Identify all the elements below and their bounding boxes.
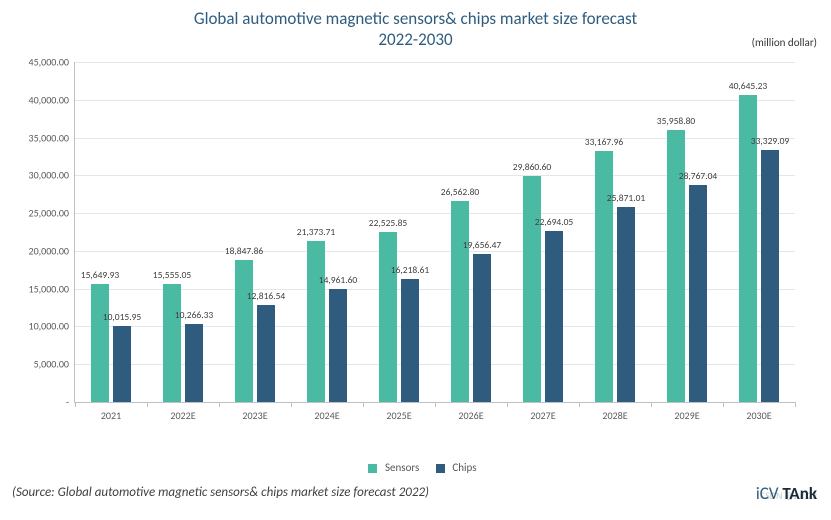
legend: Sensors Chips (0, 461, 831, 474)
data-label: 22,694.05 (535, 216, 573, 228)
title-line2: 2022-2030 (378, 29, 452, 50)
y-axis-label: 40,000.00 (9, 93, 69, 106)
data-label: 22,525.85 (369, 217, 407, 229)
bar-sensors (379, 232, 397, 402)
y-axis-label: 15,000.00 (9, 282, 69, 295)
data-label: 14,961.60 (319, 274, 357, 286)
gridline (75, 138, 795, 139)
bar-chips (689, 185, 707, 402)
x-axis-label: 2022E (170, 409, 195, 422)
x-tick (795, 402, 796, 407)
logo: iCV TAnk (756, 483, 817, 504)
legend-label-sensors: Sensors (385, 461, 419, 474)
gridline (75, 213, 795, 214)
bar-chips (617, 207, 635, 402)
chart-area: -5,000.0010,000.0015,000.0020,000.0025,0… (74, 62, 794, 422)
bar-chips (545, 231, 563, 402)
gridline (75, 326, 795, 327)
y-axis-label: 30,000.00 (9, 169, 69, 182)
x-axis-label: 2029E (674, 409, 699, 422)
logo-icv: iCV (756, 483, 779, 504)
data-label: 15,649.93 (81, 269, 119, 281)
data-label: 25,871.01 (607, 192, 645, 204)
plot-area: -5,000.0010,000.0015,000.0020,000.0025,0… (74, 62, 795, 403)
legend-label-chips: Chips (452, 461, 476, 474)
data-label: 16,218.61 (391, 264, 429, 276)
bar-sensors (235, 260, 253, 402)
bar-chips (401, 279, 419, 402)
y-axis-label: 45,000.00 (9, 56, 69, 69)
data-label: 28,767.04 (679, 170, 717, 182)
bar-chips (257, 305, 275, 402)
x-tick (651, 402, 652, 407)
x-axis-label: 2028E (602, 409, 627, 422)
bar-chips (185, 324, 203, 402)
data-label: 19,656.47 (463, 239, 501, 251)
x-tick (507, 402, 508, 407)
data-label: 35,958.80 (657, 115, 695, 127)
bar-chips (761, 150, 779, 402)
x-axis-label: 2027E (530, 409, 555, 422)
x-axis-label: 2025E (386, 409, 411, 422)
y-axis-label: 5,000.00 (9, 358, 69, 371)
source-text: (Source: Global automotive magnetic sens… (12, 485, 429, 500)
bar-sensors (523, 176, 541, 402)
logo-tank: TAnk (778, 483, 817, 504)
bar-sensors (91, 284, 109, 402)
data-label: 12,816.54 (247, 290, 285, 302)
legend-swatch-sensors (368, 464, 377, 473)
chart-container: Global automotive magnetic sensors& chip… (0, 0, 831, 520)
gridline (75, 251, 795, 252)
x-tick (147, 402, 148, 407)
bar-sensors (163, 284, 181, 402)
y-axis-label: - (9, 396, 69, 409)
data-label: 10,266.33 (175, 309, 213, 321)
x-tick (723, 402, 724, 407)
bar-sensors (595, 151, 613, 402)
gridline (75, 364, 795, 365)
data-label: 10,015.95 (103, 311, 141, 323)
title-line1: Global automotive magnetic sensors& chip… (194, 8, 637, 29)
gridline (75, 289, 795, 290)
data-label: 33,329.09 (751, 135, 789, 147)
data-label: 21,373.71 (297, 226, 335, 238)
data-label: 26,562.80 (441, 186, 479, 198)
bar-chips (473, 254, 491, 403)
bar-sensors (451, 201, 469, 402)
x-axis-label: 2024E (314, 409, 339, 422)
x-axis-label: 2026E (458, 409, 483, 422)
bar-chips (113, 326, 131, 402)
data-label: 40,645.23 (729, 80, 767, 92)
bar-sensors (307, 241, 325, 402)
data-label: 33,167.96 (585, 136, 623, 148)
gridline (75, 100, 795, 101)
y-axis-label: 25,000.00 (9, 207, 69, 220)
x-axis-label: 2021 (101, 409, 121, 422)
chart-title: Global automotive magnetic sensors& chip… (0, 0, 831, 51)
y-axis-label: 35,000.00 (9, 131, 69, 144)
x-tick (219, 402, 220, 407)
bar-chips (329, 289, 347, 402)
x-axis-label: 2030E (746, 409, 771, 422)
y-axis-label: 10,000.00 (9, 320, 69, 333)
unit-label: (million dollar) (752, 36, 817, 49)
x-tick (579, 402, 580, 407)
data-label: 15,555.05 (153, 269, 191, 281)
data-label: 29,860.60 (513, 161, 551, 173)
data-label: 18,847.86 (225, 245, 263, 257)
x-tick (291, 402, 292, 407)
y-axis-label: 20,000.00 (9, 244, 69, 257)
x-tick (363, 402, 364, 407)
x-tick (435, 402, 436, 407)
legend-swatch-chips (436, 464, 445, 473)
gridline (75, 62, 795, 63)
x-axis-label: 2023E (242, 409, 267, 422)
